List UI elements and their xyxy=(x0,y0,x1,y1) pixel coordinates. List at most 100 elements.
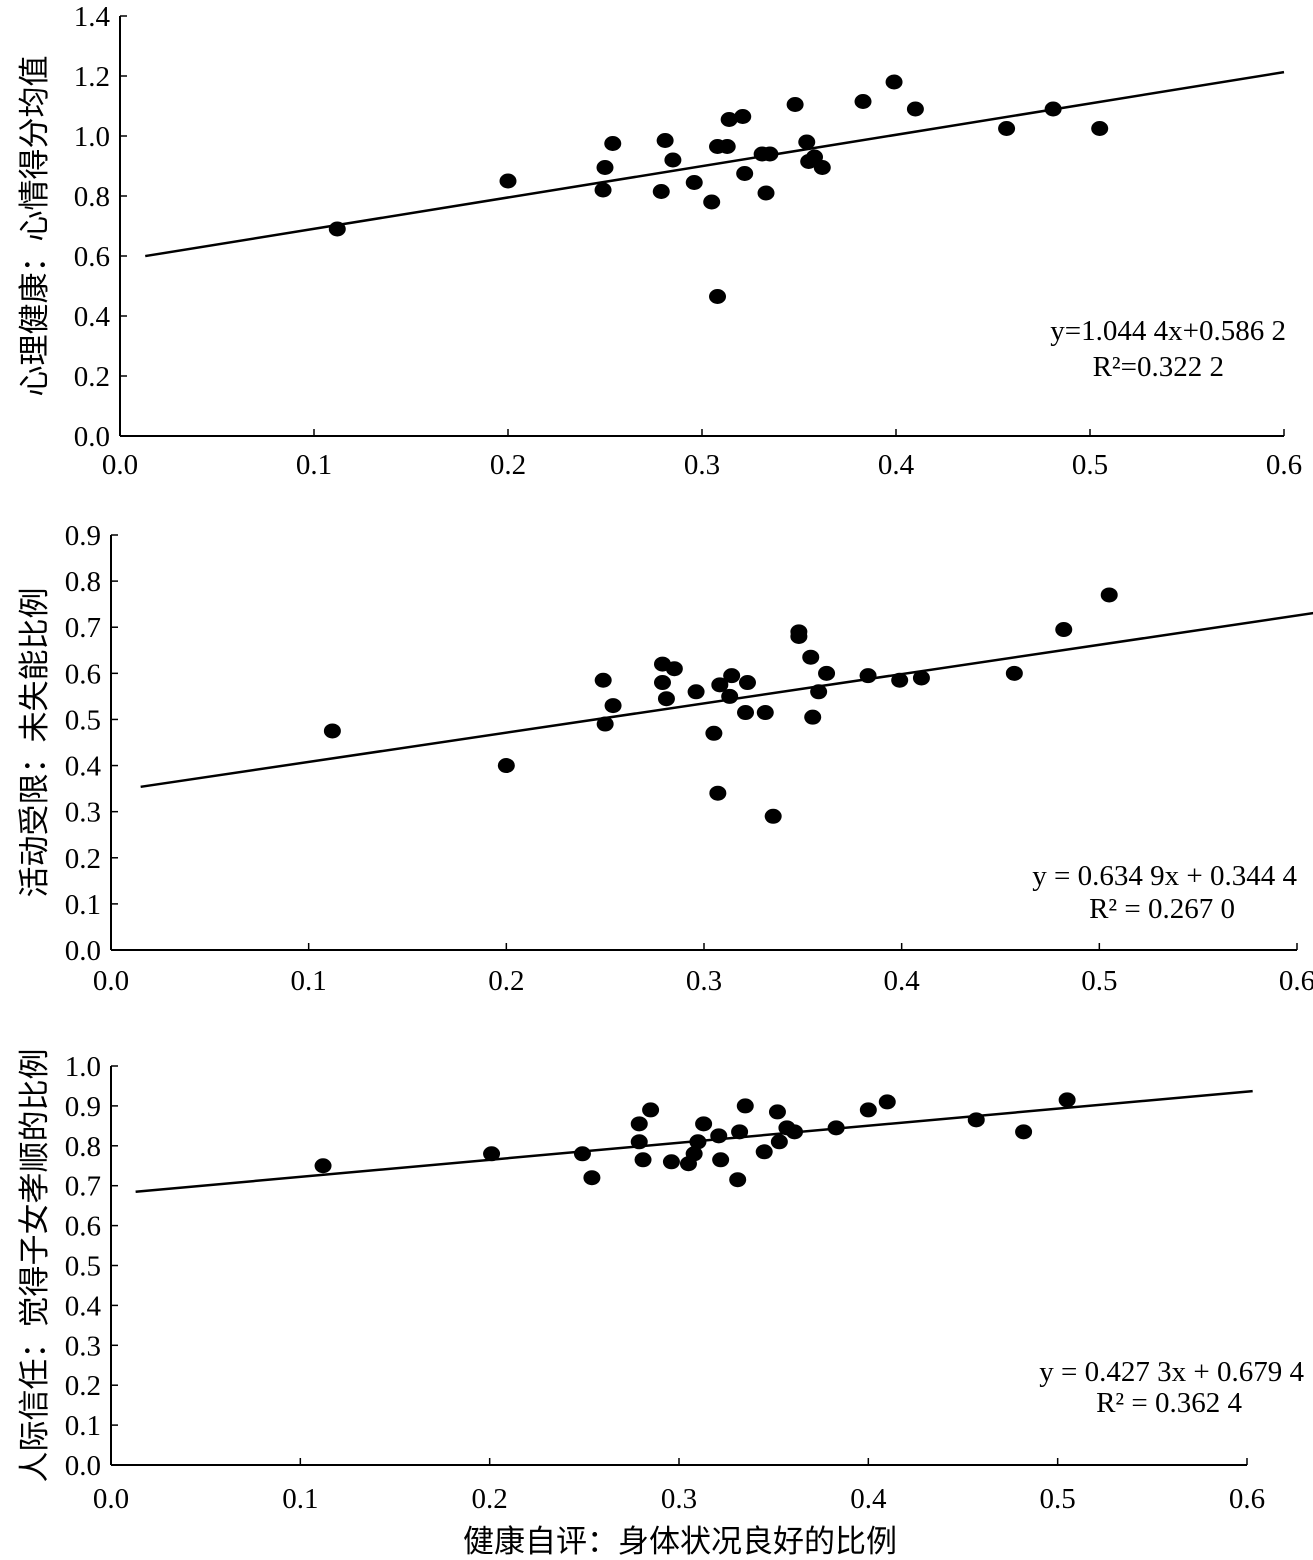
y-tick-label: 0.2 xyxy=(65,1370,101,1402)
data-point xyxy=(594,182,612,198)
r-squared: R²=0.322 2 xyxy=(1093,351,1224,383)
data-point xyxy=(328,221,346,237)
data-point xyxy=(802,649,820,665)
data-point xyxy=(583,1170,601,1186)
data-point xyxy=(662,1154,680,1170)
data-point xyxy=(712,1152,730,1168)
y-tick-label: 0.4 xyxy=(74,301,111,333)
data-point xyxy=(705,725,723,741)
data-point xyxy=(718,139,736,154)
data-point xyxy=(1044,101,1062,117)
data-point xyxy=(710,1128,728,1144)
data-point xyxy=(687,684,705,700)
data-point xyxy=(594,672,612,688)
data-point xyxy=(689,1134,707,1150)
data-point xyxy=(813,160,831,175)
data-point xyxy=(786,97,804,112)
x-tick-label: 0.0 xyxy=(93,965,129,997)
data-point xyxy=(653,675,671,691)
data-point xyxy=(709,785,727,801)
data-point xyxy=(1005,665,1023,681)
data-point xyxy=(1091,121,1109,136)
y-tick-label: 0.0 xyxy=(74,421,110,453)
data-point xyxy=(731,1124,749,1140)
data-point xyxy=(755,1144,773,1160)
x-tick-label: 0.5 xyxy=(1072,449,1108,481)
data-point xyxy=(685,1146,703,1162)
data-point xyxy=(573,1146,591,1162)
data-point xyxy=(721,688,739,704)
data-point xyxy=(761,146,779,162)
y-tick-label: 1.0 xyxy=(74,121,110,153)
data-point xyxy=(665,661,683,677)
y-tick-label: 0.8 xyxy=(65,566,101,598)
data-point xyxy=(499,173,517,189)
y-tick-label: 0.9 xyxy=(65,520,101,552)
data-point xyxy=(630,1134,648,1150)
data-point xyxy=(810,684,828,700)
x-tick-label: 0.1 xyxy=(291,965,327,997)
data-point xyxy=(891,672,909,688)
y-tick-label: 0.6 xyxy=(65,1211,101,1243)
data-point xyxy=(703,194,721,210)
y-axis-label: 人际信任：觉得子女孝顺的比例 xyxy=(17,1049,52,1483)
x-tick-label: 0.4 xyxy=(878,449,915,481)
data-point xyxy=(604,698,622,714)
data-point xyxy=(885,74,903,90)
data-point xyxy=(497,758,515,774)
x-tick-label: 0.0 xyxy=(102,449,138,481)
data-point xyxy=(711,677,729,693)
y-tick-label: 1.2 xyxy=(74,61,110,93)
y-tick-label: 0.0 xyxy=(65,935,101,967)
trend-line xyxy=(145,70,1285,258)
y-tick-label: 0.5 xyxy=(65,1251,101,1283)
data-point xyxy=(695,1116,713,1132)
data-point xyxy=(634,1152,652,1168)
data-point xyxy=(878,1094,896,1110)
data-point xyxy=(854,94,872,109)
y-tick-label: 0.7 xyxy=(65,1171,101,1203)
x-tick-label: 0.4 xyxy=(884,965,921,997)
data-point xyxy=(664,152,682,168)
data-point xyxy=(604,136,622,151)
y-tick-label: 0.2 xyxy=(74,361,110,393)
x-tick-label: 0.6 xyxy=(1266,449,1302,481)
y-tick-label: 0.0 xyxy=(65,1450,101,1482)
data-point xyxy=(827,1120,845,1136)
data-point xyxy=(652,184,670,199)
x-tick-label: 0.2 xyxy=(488,965,524,997)
data-point xyxy=(790,628,808,644)
data-point xyxy=(738,675,756,691)
data-point xyxy=(709,289,727,304)
data-point xyxy=(818,665,836,681)
y-tick-label: 1.4 xyxy=(74,1,111,33)
data-point xyxy=(1055,622,1073,638)
data-point xyxy=(657,691,675,707)
x-tick-label: 0.3 xyxy=(684,449,720,481)
x-tick-label: 0.5 xyxy=(1081,965,1117,997)
x-tick-label: 0.2 xyxy=(472,1483,508,1515)
y-tick-label: 0.3 xyxy=(65,797,101,829)
x-tick-label: 0.6 xyxy=(1279,965,1313,997)
regression-equation: y=1.044 4x+0.586 2 xyxy=(1050,315,1286,347)
data-point xyxy=(736,1098,754,1114)
y-tick-label: 0.1 xyxy=(65,1410,101,1442)
data-point xyxy=(734,109,752,124)
y-tick-label: 0.3 xyxy=(65,1330,101,1362)
y-tick-label: 0.5 xyxy=(65,704,101,736)
x-tick-label: 0.1 xyxy=(296,449,332,481)
data-point xyxy=(1058,1092,1076,1108)
data-point xyxy=(642,1102,660,1118)
y-tick-label: 0.6 xyxy=(74,241,110,273)
y-tick-label: 0.4 xyxy=(65,1290,102,1322)
y-axis-label: 心理健康：心情得分均值 xyxy=(17,56,52,397)
x-tick-label: 0.4 xyxy=(850,1483,887,1515)
y-tick-label: 0.7 xyxy=(65,612,101,644)
y-tick-label: 0.4 xyxy=(65,751,102,783)
data-point xyxy=(764,808,782,824)
data-point xyxy=(723,668,741,684)
x-tick-label: 0.3 xyxy=(661,1483,697,1515)
data-point xyxy=(736,166,754,181)
data-point xyxy=(785,1124,803,1140)
